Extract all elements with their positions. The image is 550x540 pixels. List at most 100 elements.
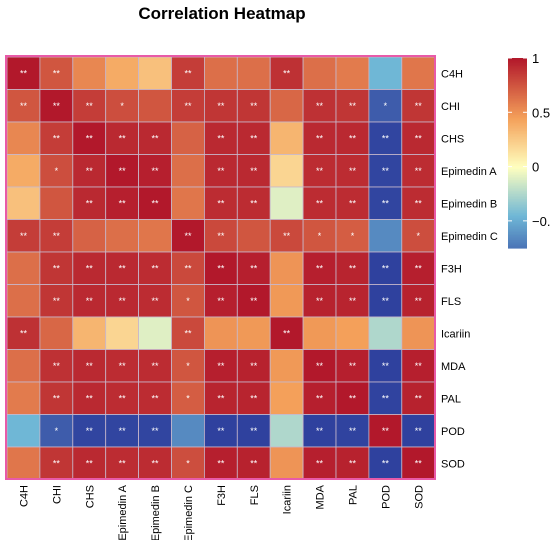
significance-label: ** [283, 328, 291, 338]
heatmap-cell [6, 414, 41, 448]
significance-label: ** [53, 133, 61, 143]
heatmap-cell [39, 121, 74, 155]
heatmap-cell [203, 121, 238, 155]
heatmap-cell [171, 121, 205, 155]
significance-label: ** [152, 166, 160, 176]
legend-gradient-step [508, 156, 527, 159]
heatmap-cell [368, 56, 403, 90]
legend-gradient-step [508, 179, 527, 183]
heatmap-cell [138, 154, 172, 188]
significance-label: ** [217, 361, 225, 371]
legend-gradient-step [508, 122, 527, 126]
significance-label: ** [20, 101, 28, 111]
heatmap-cell [39, 186, 74, 220]
column-label: SOD [413, 485, 425, 509]
heatmap-cell [401, 381, 436, 415]
column-label: MDA [315, 484, 327, 509]
significance-label: ** [415, 263, 423, 273]
legend-gradient-step [508, 135, 527, 138]
heatmap-cell [236, 121, 271, 155]
significance-label: ** [53, 101, 61, 111]
legend-gradient-step [508, 213, 527, 216]
significance-label: ** [119, 263, 127, 273]
legend-tick-label: −0.5 [532, 214, 550, 229]
significance-label: ** [217, 101, 225, 111]
heatmap-cell [105, 121, 139, 155]
heatmap-cell [368, 186, 403, 220]
significance-label: ** [382, 426, 390, 436]
significance-label: ** [217, 133, 225, 143]
heatmap-cell [171, 316, 205, 350]
legend-gradient-step [508, 103, 527, 107]
legend-gradient-step [508, 130, 527, 134]
significance-label: ** [152, 426, 160, 436]
legend-gradient-step [508, 100, 527, 103]
heatmap-cell [302, 89, 337, 123]
heatmap-cell [236, 251, 271, 285]
significance-label: ** [217, 458, 225, 468]
legend-gradient-step [508, 216, 527, 219]
row-labels: C4H CHI CHS Epimedin A Epimedin B Epimedin C F… [441, 68, 498, 470]
legend-gradient-step [508, 151, 527, 154]
heatmap-cell [335, 121, 370, 155]
legend-gradient-step [508, 189, 527, 192]
legend-gradient-step [508, 129, 527, 132]
column-labels: C4H CHI CHS Epimedin A Epimedin B Epimedin C F… [18, 484, 425, 540]
row-label: Epimedin B [441, 198, 497, 210]
heatmap-cell [335, 446, 370, 480]
significance-label: ** [86, 198, 94, 208]
legend-gradient-step [508, 69, 527, 72]
legend-gradient-step [508, 118, 527, 121]
significance-label: ** [382, 361, 390, 371]
heatmap-cell [138, 251, 172, 285]
heatmap-cell [203, 414, 238, 448]
significance-label: ** [184, 101, 192, 111]
heatmap-cell [171, 154, 205, 188]
legend-gradient-step [508, 141, 527, 145]
legend-gradient-step [508, 70, 527, 73]
heatmap-cell [269, 219, 304, 253]
significance-label: ** [53, 68, 61, 78]
significance-label: ** [86, 296, 94, 306]
significance-label: ** [382, 458, 390, 468]
significance-label: ** [152, 133, 160, 143]
legend-gradient-step [508, 164, 527, 167]
heatmap-cell [368, 219, 403, 253]
heatmap-cell [171, 219, 205, 253]
significance-label: ** [316, 101, 324, 111]
heatmap-cell [368, 414, 403, 448]
heatmap-cell [368, 316, 403, 350]
legend-gradient-step [508, 64, 527, 67]
legend-gradient-step [508, 241, 527, 244]
significance-label: ** [250, 101, 258, 111]
significance-label: ** [86, 361, 94, 371]
heatmap-cell [269, 349, 304, 383]
significance-label: ** [250, 198, 258, 208]
significance-label: ** [316, 361, 324, 371]
heatmap-cell [105, 154, 139, 188]
heatmap-cell [39, 316, 74, 350]
row-label: CHI [441, 101, 460, 113]
legend-gradient-step [508, 194, 527, 197]
heatmap-cell [105, 381, 139, 415]
heatmap-cell [401, 316, 436, 350]
significance-label: ** [20, 231, 28, 241]
legend-gradient-step [508, 81, 527, 84]
legend-gradient-step [508, 105, 527, 108]
legend-gradient-step [508, 146, 527, 149]
heatmap-cell [203, 284, 238, 318]
heatmap-cell [6, 154, 41, 188]
significance-label: ** [217, 393, 225, 403]
heatmap-cell [302, 121, 337, 155]
legend-gradient-step [508, 227, 527, 230]
legend-gradient-step [508, 238, 527, 241]
column-label: CHI [51, 485, 63, 504]
heatmap-cell [39, 414, 74, 448]
heatmap-cell [138, 349, 172, 383]
heatmap-cell [105, 414, 139, 448]
heatmap-cell [39, 56, 74, 90]
heatmap-cell [39, 446, 74, 480]
legend-gradient-step [508, 89, 527, 92]
legend-gradient-step [508, 205, 527, 208]
significance-label: ** [382, 198, 390, 208]
